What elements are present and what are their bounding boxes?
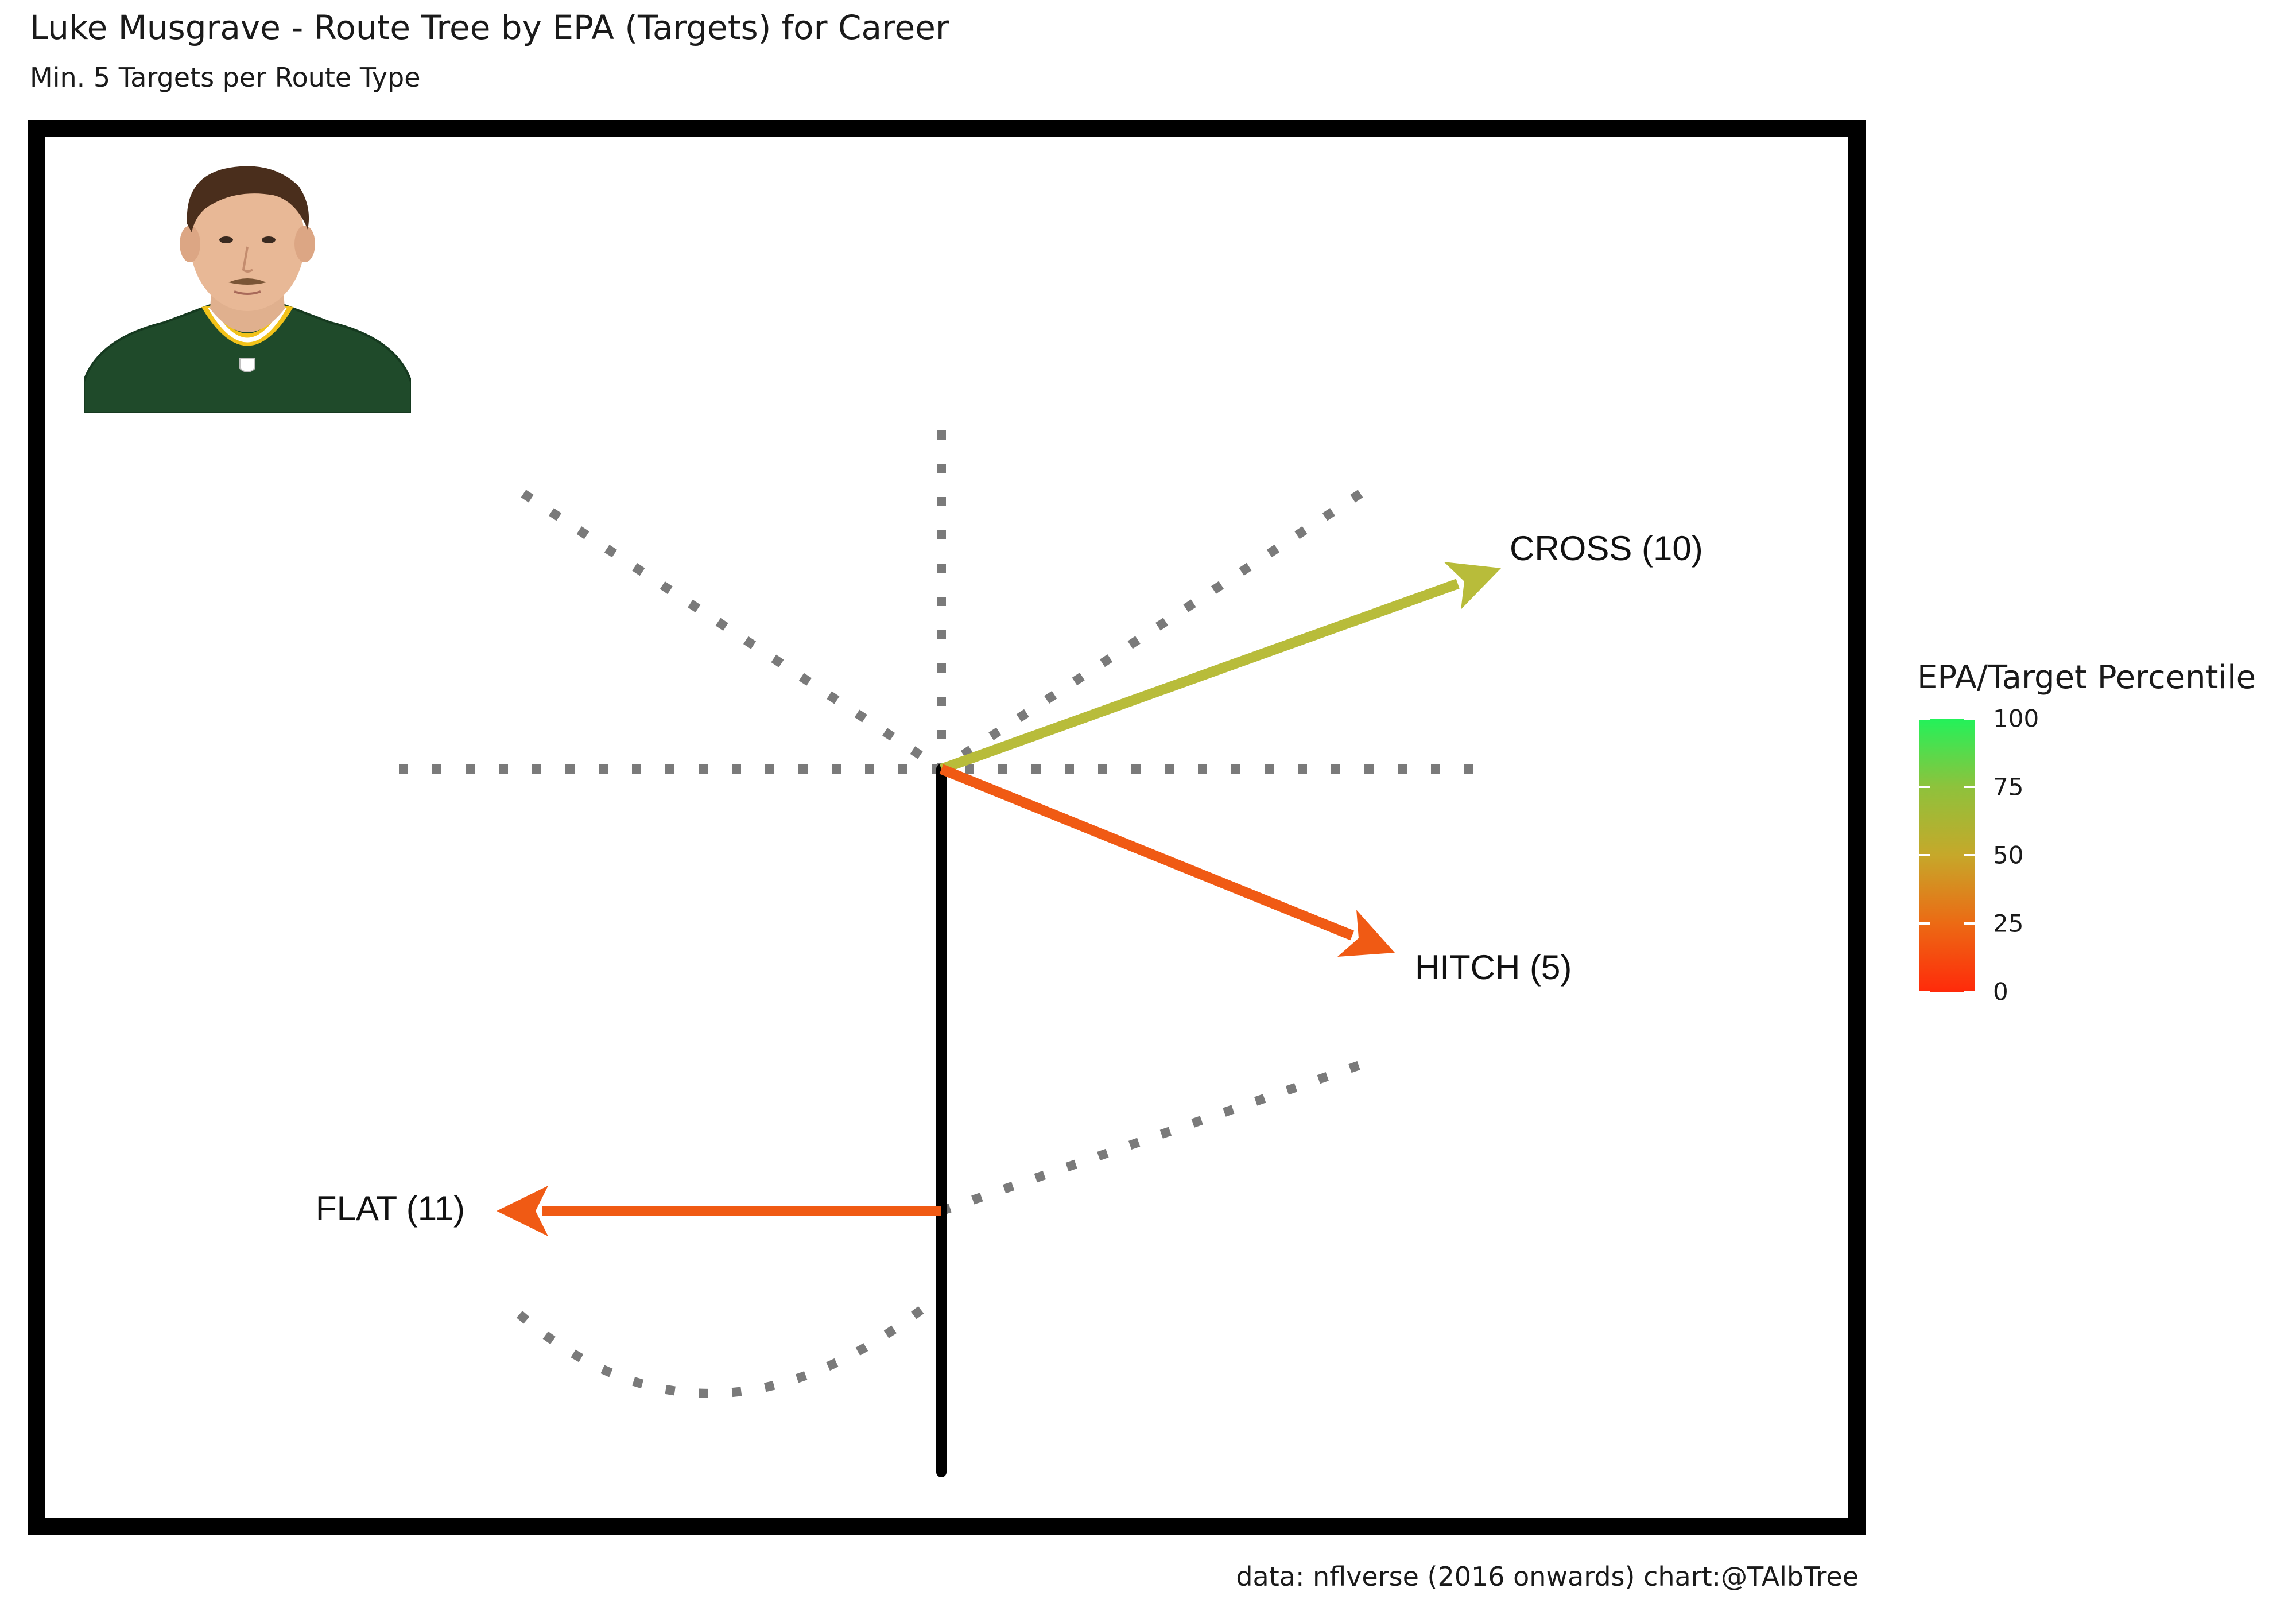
legend-tick-mark: [1919, 854, 1930, 856]
route-arrowhead-flat: [497, 1186, 548, 1236]
legend-tick-mark: [1964, 991, 1975, 993]
legend-tick-mark: [1919, 717, 1930, 720]
route-label-hitch: HITCH (5): [1415, 948, 1572, 987]
legend-title: EPA/Target Percentile: [1917, 659, 2256, 696]
chart-caption: data: nflverse (2016 onwards) chart:@TAl…: [1236, 1561, 1859, 1592]
background-route-tree: [399, 430, 1484, 1398]
route-label-flat: FLAT (11): [316, 1189, 465, 1228]
route-arrowhead-hitch: [1337, 910, 1395, 957]
legend-tick-label: 100: [1993, 704, 2039, 733]
legend-tick-mark: [1964, 922, 1975, 925]
legend-tick-mark: [1919, 786, 1930, 788]
legend-tick-label: 50: [1993, 841, 2024, 870]
route-line-hitch: [939, 764, 1355, 941]
route-guide-wheel-curve: [516, 1293, 941, 1398]
legend-tick-mark: [1919, 922, 1930, 925]
legend-tick-mark: [1964, 786, 1975, 788]
legend-tick-mark: [1964, 854, 1975, 856]
route-label-cross: CROSS (10): [1510, 529, 1703, 568]
legend-tick-label: 25: [1993, 909, 2024, 938]
route-line-cross: [939, 579, 1460, 774]
routes-layer: [497, 561, 1501, 1236]
legend-tick-label: 75: [1993, 773, 2024, 801]
legend-tick-mark: [1964, 717, 1975, 720]
route-labels-layer: CROSS (10) HITCH (5) FLAT (11): [316, 529, 1703, 1228]
route-arrowhead-cross: [1444, 561, 1501, 610]
chart-title: Luke Musgrave - Route Tree by EPA (Targe…: [30, 8, 949, 47]
chart-subtitle: Min. 5 Targets per Route Type: [30, 62, 421, 93]
player-headshot-icon: [84, 166, 411, 413]
legend-tick-mark: [1919, 991, 1930, 993]
legend-tick-label: 0: [1993, 977, 2008, 1006]
